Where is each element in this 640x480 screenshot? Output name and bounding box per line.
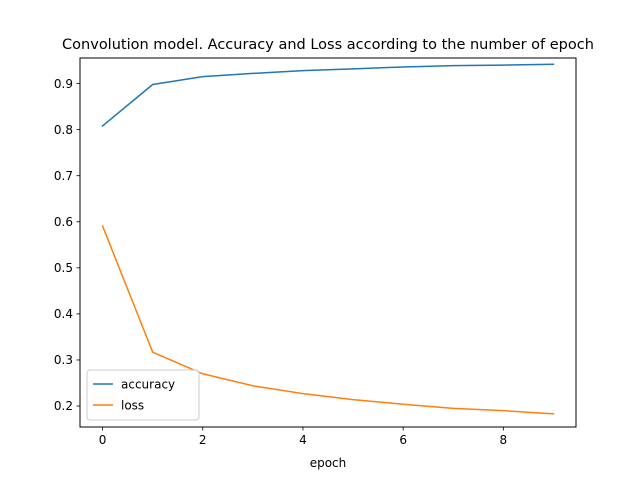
x-tick-label: 4 (299, 433, 307, 447)
legend-label-loss: loss (121, 399, 144, 413)
y-axis: 0.2 0.3 0.4 0.5 0.6 0.7 0.8 0.9 (54, 77, 80, 413)
legend: accuracy loss (86, 369, 200, 421)
x-tick-label: 2 (199, 433, 207, 447)
x-axis-label: epoch (310, 456, 347, 470)
y-tick-label: 0.3 (54, 353, 73, 367)
y-tick-label: 0.5 (54, 261, 73, 275)
y-tick-label: 0.7 (54, 169, 73, 183)
y-tick-label: 0.2 (54, 399, 73, 413)
x-axis: 0 2 4 6 8 (99, 427, 507, 447)
legend-box (86, 369, 200, 421)
series-line-loss (101, 224, 555, 415)
y-tick-label: 0.8 (54, 123, 73, 137)
plot-frame (79, 57, 577, 428)
y-tick-label: 0.4 (54, 307, 73, 321)
y-tick-label: 0.9 (54, 77, 73, 91)
plot-lines (101, 63, 555, 415)
x-tick-label: 0 (99, 433, 107, 447)
chart-title: Convolution model. Accuracy and Loss acc… (62, 37, 594, 53)
legend-label-accuracy: accuracy (121, 378, 175, 392)
series-line-accuracy (101, 63, 555, 128)
x-tick-label: 6 (399, 433, 407, 447)
y-tick-label: 0.6 (54, 215, 73, 229)
x-tick-label: 8 (500, 433, 508, 447)
